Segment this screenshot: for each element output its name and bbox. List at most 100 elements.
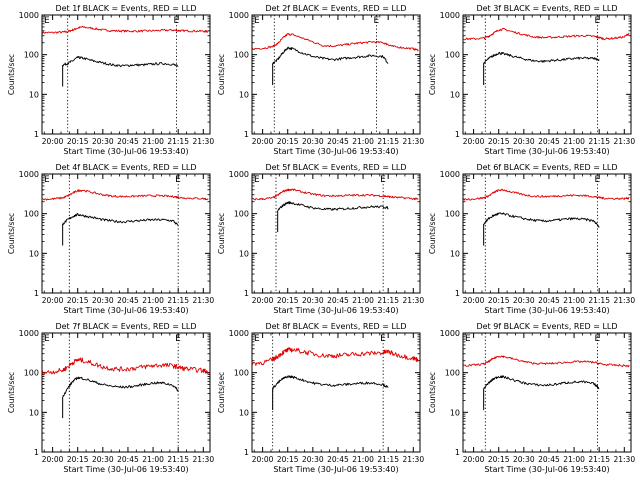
x-tick-label: 21:30 [192,296,214,305]
panel-title: Det 9f BLACK = Events, RED = LLD [476,322,617,331]
x-axis-label: Start Time (30-Jul-06 19:53:40) [63,465,188,474]
x-tick-label: 21:15 [588,296,610,305]
x-tick-label: 20:45 [327,455,349,464]
y-tick-label: 100 [445,210,460,219]
y-tick-label: 1 [244,448,249,457]
marker-e-left: E [44,16,50,26]
panel-det-5: Det 5f BLACK = Events, RED = LLD 1 10 100 10… [217,163,424,315]
panel-det-8: Det 8f BLACK = Events, RED = LLD 1 10 100 10… [217,322,424,474]
series-line-lld [42,189,209,201]
y-axis-label: Counts/sec [217,213,226,254]
y-tick-label: 1 [244,289,249,298]
x-tick-label: 20:45 [117,455,139,464]
y-tick-label: 10 [450,408,460,417]
x-tick-label: 20:15 [67,455,89,464]
marker-e-left: E [465,175,471,185]
x-axis-label: Start Time (30-Jul-06 19:53:40) [273,306,398,315]
y-tick-label: 1000 [440,170,460,179]
x-tick-label: 20:00 [252,455,274,464]
plot-frame [462,14,632,135]
x-axis-label: Start Time (30-Jul-06 19:53:40) [63,306,188,315]
series-line-events [272,46,389,65]
y-tick-label: 1000 [229,170,249,179]
series-line-lld [463,27,630,41]
x-tick-label: 20:30 [92,296,114,305]
x-tick-label: 21:30 [613,455,635,464]
y-tick-label: 10 [239,408,249,417]
x-tick-label: 21:15 [377,296,399,305]
y-tick-label: 1000 [19,170,39,179]
x-axis: 20:00 20:15 20:30 20:45 21:00 21:15 21:30 [463,174,635,305]
series-line-lld [252,188,419,201]
x-tick-label: 21:30 [402,296,424,305]
y-tick-label: 1 [455,289,460,298]
x-axis-label: Start Time (30-Jul-06 19:53:40) [484,306,609,315]
marker-e-right: E [380,175,386,185]
x-tick-label: 20:45 [327,137,349,146]
series-line-lld [252,347,419,366]
x-axis: 20:00 20:15 20:30 20:45 21:00 21:15 21:30 [252,174,424,305]
series-line-events [62,56,179,68]
x-tick-label: 20:30 [302,455,324,464]
x-tick-label: 20:00 [42,137,64,146]
y-axis: 1 10 100 1000 [19,11,210,139]
x-axis-label: Start Time (30-Jul-06 19:53:40) [63,147,188,156]
y-axis: 1 10 100 1000 [229,329,420,457]
y-tick-label: 1 [455,130,460,139]
panel-det-2: Det 2f BLACK = Events, RED = LLD 1 10 100 10… [217,4,424,156]
y-tick-label: 1000 [229,11,249,20]
series-line-lld [463,355,630,368]
x-tick-label: 20:00 [252,137,274,146]
panel-title: Det 3f BLACK = Events, RED = LLD [476,4,617,13]
y-tick-label: 1 [34,289,39,298]
marker-e-right: E [595,175,601,185]
y-tick-label: 100 [24,51,39,60]
x-tick-label: 20:15 [488,296,510,305]
y-tick-label: 10 [29,249,39,258]
plot-frame [462,332,632,453]
x-tick-label: 21:15 [167,296,189,305]
plot-frame [251,14,421,135]
x-tick-label: 20:45 [538,296,560,305]
plot-frame [41,14,211,135]
x-tick-label: 20:30 [302,137,324,146]
series-line-events [62,376,179,397]
x-tick-label: 20:00 [252,296,274,305]
y-tick-label: 100 [234,369,249,378]
x-tick-label: 20:30 [92,455,114,464]
y-tick-label: 10 [450,90,460,99]
x-tick-label: 21:00 [142,296,164,305]
y-axis: 1 10 100 1000 [19,329,210,457]
x-tick-label: 21:15 [167,137,189,146]
panel-det-9: Det 9f BLACK = Events, RED = LLD 1 10 100 10… [428,322,635,474]
plot-frame [251,332,421,453]
x-tick-label: 21:00 [563,296,585,305]
x-axis-label: Start Time (30-Jul-06 19:53:40) [484,465,609,474]
x-tick-label: 21:00 [352,296,374,305]
x-tick-label: 20:15 [67,137,89,146]
x-tick-label: 20:45 [117,296,139,305]
x-axis-label: Start Time (30-Jul-06 19:53:40) [273,147,398,156]
x-tick-label: 20:30 [302,296,324,305]
x-tick-label: 20:00 [42,455,64,464]
series-line-events [272,375,389,390]
y-tick-label: 10 [239,90,249,99]
y-axis: 1 10 100 1000 [229,11,420,139]
marker-e-right: E [595,16,601,26]
panel-title: Det 2f BLACK = Events, RED = LLD [265,4,406,13]
x-tick-label: 20:00 [42,296,64,305]
x-tick-label: 21:15 [167,455,189,464]
panel-title: Det 7f BLACK = Events, RED = LLD [55,322,196,331]
panel-title: Det 8f BLACK = Events, RED = LLD [265,322,406,331]
marker-e-right: E [174,16,180,26]
x-axis: 20:00 20:15 20:30 20:45 21:00 21:15 21:30 [42,174,214,305]
marker-e-right: E [373,16,379,26]
x-axis: 20:00 20:15 20:30 20:45 21:00 21:15 21:30 [463,15,635,146]
x-tick-label: 20:15 [488,455,510,464]
x-tick-label: 20:30 [513,296,535,305]
y-tick-label: 100 [445,369,460,378]
panel-title: Det 1f BLACK = Events, RED = LLD [55,4,196,13]
y-axis: 1 10 100 1000 [440,170,631,298]
series-line-lld [463,188,630,201]
series-line-events [483,212,600,228]
